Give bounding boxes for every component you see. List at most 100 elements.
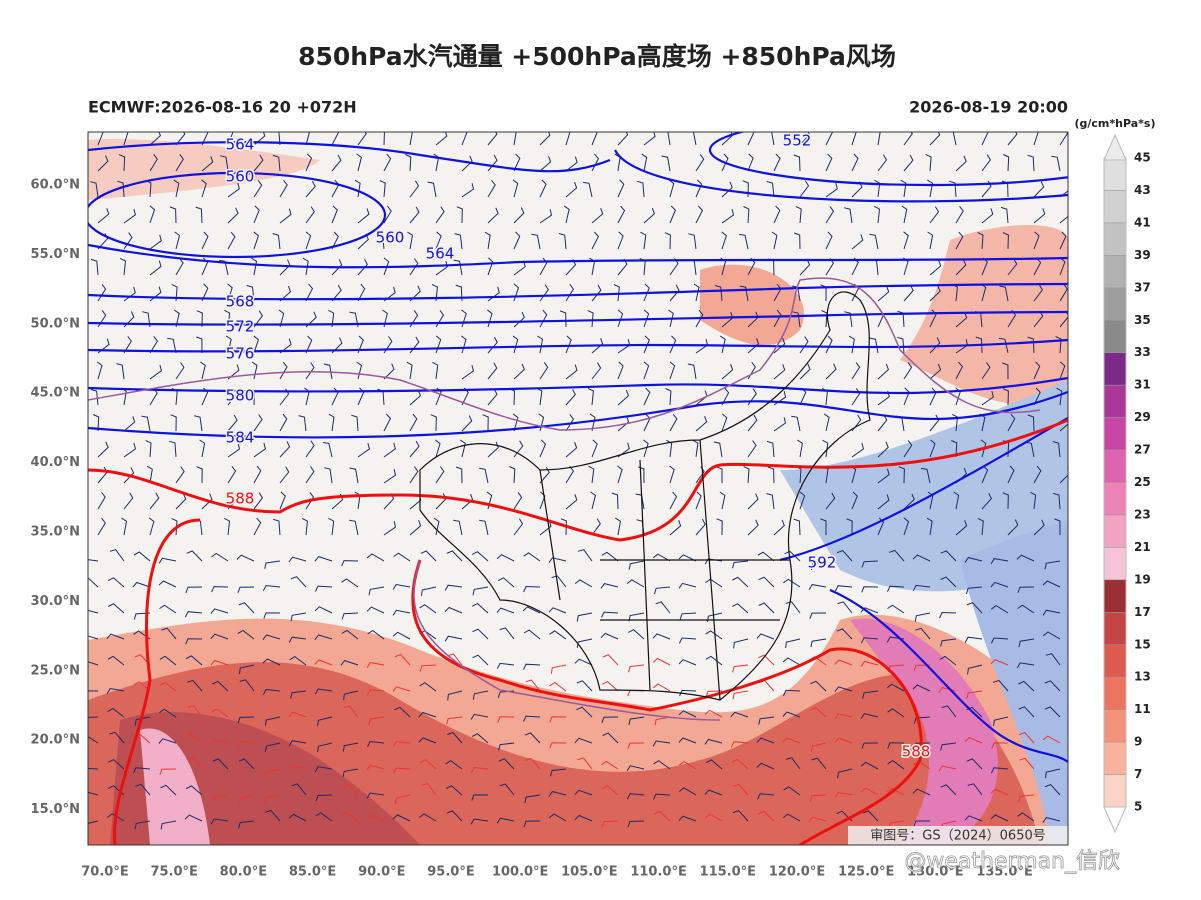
wind-barb [692,132,697,146]
wind-barb [591,338,604,354]
wind-barb [844,207,853,224]
wind-barb [149,364,162,380]
wind-barb [811,560,827,571]
wind-barb [525,679,541,692]
wind-barb [758,576,775,588]
wind-barb [497,716,515,723]
wind-barb [226,335,232,354]
wind-barb [97,155,109,172]
wind-barb [929,285,941,302]
wind-barb [964,815,983,822]
wind-barb [678,554,697,562]
wind-barb [851,388,861,406]
wind-barb [539,466,550,484]
wind-barb [90,258,99,276]
wind-barb [455,466,463,484]
wind-barb [315,585,333,592]
wind-barb [409,389,421,406]
wind-barb [341,578,359,588]
wind-barb [913,742,931,749]
wind-barb [846,518,853,536]
wind-barb [1042,609,1061,616]
wind-barb [705,630,723,640]
wind-barb [356,153,362,172]
wind-barb [471,603,489,614]
wind-barb [523,552,541,562]
wind-barb [927,179,934,198]
colorbar-label: 27 [1134,443,1151,457]
wind-barb [513,440,524,458]
wind-barb [626,793,645,800]
wind-barb [889,549,905,562]
wind-barb [1044,706,1061,718]
wind-barb [955,312,968,328]
wind-barb [149,260,162,276]
wind-barb [601,785,619,796]
wind-barb [966,758,983,770]
wind-barb [88,577,99,588]
wind-barb [903,284,914,302]
wind-barb [512,413,519,432]
wind-barb [471,733,489,744]
wind-barb [1007,132,1018,146]
contour-label: 588 [226,490,255,508]
wind-barb [366,553,385,562]
lon-label: 80.0°E [220,865,267,880]
colorbar-label: 39 [1134,248,1151,262]
wind-barb [825,231,833,250]
wind-barb [487,132,498,146]
wind-barb [591,284,602,302]
wind-barb [523,585,541,593]
wind-barb [1007,465,1015,484]
wind-barb [196,466,203,484]
wind-barb [349,519,359,536]
wind-barb [394,654,411,666]
wind-barb [149,234,162,250]
wind-barb [591,153,600,172]
lat-label: 25.0°N [31,663,80,678]
wind-barb [877,494,890,510]
wind-barb [88,609,99,614]
contour-label: 588 [902,743,931,761]
wind-barb [431,283,438,302]
wind-barb [159,768,177,775]
colorbar-label: 19 [1134,572,1151,586]
colorbar-bottom [1103,806,1127,834]
wind-barb [251,257,258,276]
wind-barb [577,757,593,770]
wind-barb [288,636,307,643]
wind-barb [314,556,333,562]
wind-barb [224,309,231,328]
wind-barb [88,736,99,744]
wind-barb [123,442,136,458]
wind-barb [513,231,521,250]
wind-barb [951,440,958,458]
wind-barb [461,364,474,380]
wind-barb [791,415,801,432]
wind-barb [496,607,515,614]
wind-barb [539,439,547,458]
wind-barb [342,742,359,752]
wind-barb [472,654,489,666]
wind-barb [107,577,125,588]
wind-barb [627,742,645,749]
wind-barb [811,757,827,770]
wind-barb [617,465,623,484]
wind-barb [420,586,437,596]
wind-barb [643,335,650,354]
wind-barb [730,711,749,718]
wind-barb [705,759,723,770]
wind-barb [977,517,984,536]
wind-barb [991,742,1009,749]
wind-barb [290,612,307,622]
wind-barb [409,466,419,484]
wind-barb [430,414,437,432]
wind-barb [237,716,255,724]
colorbar-segment [1104,222,1126,256]
wind-barb [393,767,411,774]
wind-barb [522,606,541,614]
wind-barb [574,579,593,588]
wind-barb [705,655,723,666]
wind-barb [134,716,151,726]
wind-barb [482,414,489,432]
